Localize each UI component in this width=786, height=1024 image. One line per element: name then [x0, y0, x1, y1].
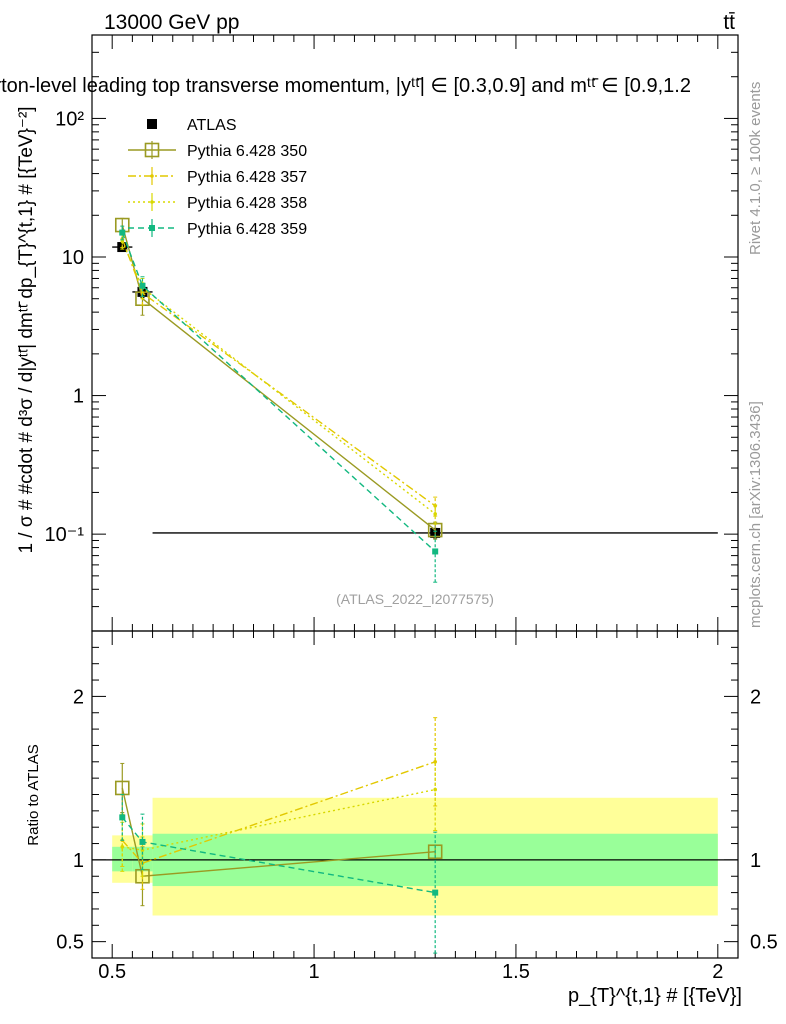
legend: ATLAS Pythia 6.428 350 Pythia 6.428 357 Pyt… — [128, 117, 307, 238]
main-series-3 — [120, 233, 438, 525]
rivet-version-label: Rivet 4.1.0, ≥ 100k events — [747, 82, 764, 255]
main-series-line-1 — [121, 224, 436, 531]
analysis-watermark: (ATLAS_2022_I2077575) — [336, 591, 494, 607]
ratio-plot-axes: 0.5 0.5 1 1 2 2 0.5 1 1.5 2 — [56, 630, 778, 983]
legend-entry-4: Pythia 6.428 359 — [128, 219, 307, 238]
ratio-series-2 — [120, 748, 438, 877]
legend-label: Pythia 6.428 359 — [187, 221, 307, 238]
main-plot-title: Parton-level leading top transverse mome… — [0, 75, 691, 97]
legend-entry-1: Pythia 6.428 350 — [128, 141, 307, 160]
main-y-tick-label: 10⁻¹ — [45, 524, 85, 546]
x-tick-label: 1.5 — [502, 961, 530, 983]
legend-marker — [150, 200, 154, 204]
main-series-2 — [120, 230, 438, 517]
main-point — [119, 229, 126, 236]
main-y-axis-title: 1 / σ # #cdot # d³σ / d|yᵗᵗ̄| dmᵗᵗ̄ dp_{… — [16, 106, 37, 553]
main-series-line-2 — [121, 238, 436, 507]
ratio-point — [432, 889, 439, 896]
ratio-point — [433, 787, 437, 792]
main-point — [433, 512, 437, 516]
ratio-point — [120, 845, 125, 849]
ratio-y-tick-label: 2 — [73, 686, 84, 708]
legend-label: Pythia 6.428 358 — [187, 195, 307, 212]
ratio-y-tick-label: 0.5 — [56, 932, 84, 954]
main-point — [432, 548, 439, 555]
x-tick-label: 0.5 — [98, 961, 126, 983]
header-right: tt̄ — [723, 11, 735, 34]
main-series-0 — [112, 242, 718, 539]
ratio-uncertainty-bands — [112, 797, 718, 916]
main-series-line-3 — [121, 240, 436, 515]
main-point — [139, 282, 146, 289]
legend-marker — [150, 174, 154, 178]
ratio-y-tick-label: 1 — [73, 850, 84, 872]
main-y-tick-label: 10² — [55, 108, 84, 130]
legend-marker — [149, 225, 155, 231]
x-tick-label: 1 — [309, 961, 320, 983]
ratio-plot-series — [114, 717, 443, 954]
main-series-line-4 — [121, 232, 436, 552]
x-axis-title: p_{T}^{t,1} # [{TeV}] — [568, 985, 742, 1007]
x-tick-label: 2 — [712, 961, 723, 983]
main-series-1 — [114, 217, 443, 540]
ratio-y-tick-label-right: 1 — [750, 850, 761, 872]
mcplots-label: mcplots.cern.ch [arXiv:1306.3436] — [747, 401, 764, 628]
legend-entry-3: Pythia 6.428 358 — [128, 193, 307, 212]
ratio-point — [140, 848, 145, 852]
main-y-tick-label: 1 — [73, 386, 84, 408]
legend-entry-2: Pythia 6.428 357 — [128, 167, 307, 186]
ratio-y-tick-label-right: 2 — [750, 686, 761, 708]
legend-label: ATLAS — [187, 117, 237, 134]
legend-entry-0: ATLAS — [147, 117, 237, 134]
main-plot-series — [112, 217, 718, 583]
ratio-y-axis-title: Ratio to ATLAS — [25, 744, 42, 845]
ratio-point — [119, 814, 126, 821]
main-y-tick-label: 10 — [62, 247, 84, 269]
ratio-y-tick-label-right: 0.5 — [750, 932, 778, 954]
ratio-point — [433, 760, 437, 764]
header-left: 13000 GeV pp — [104, 11, 239, 34]
legend-label: Pythia 6.428 357 — [187, 169, 307, 186]
legend-label: Pythia 6.428 350 — [187, 143, 307, 160]
legend-marker — [144, 142, 160, 158]
ratio-series-3 — [119, 794, 439, 954]
legend-marker — [147, 119, 157, 129]
ratio-point — [139, 838, 146, 845]
main-series-4 — [119, 225, 439, 583]
